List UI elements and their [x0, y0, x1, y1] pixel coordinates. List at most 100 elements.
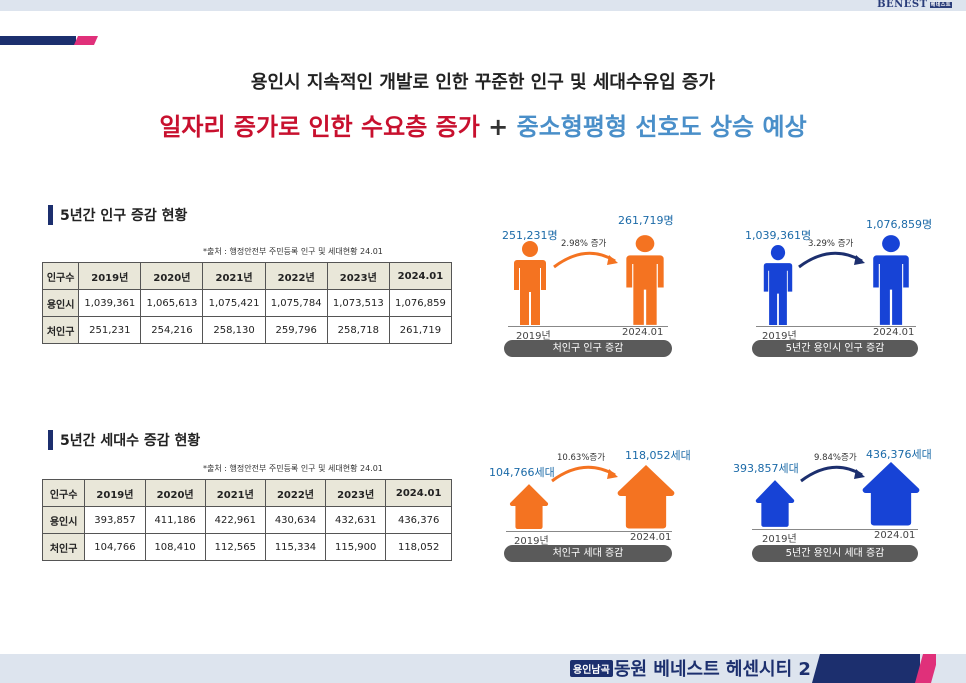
caption-pill: 5년간 용인시 세대 증감 [752, 545, 918, 562]
table-header: 인구수 [41, 262, 80, 290]
table-cell: 259,796 [264, 316, 328, 344]
table-header: 2023년 [326, 262, 390, 290]
ground-line [756, 326, 916, 327]
from-value: 393,857세대 [733, 462, 799, 475]
caption-pill: 5년간 용인시 인구 증감 [752, 340, 918, 357]
table-cell: 1,073,513 [326, 289, 390, 317]
table-header: 2021년 [202, 262, 266, 290]
headline-sub-red: 일자리 증가로 인한 수요층 증가 [159, 113, 480, 141]
growth-percent: 10.63%증가 [557, 453, 606, 463]
house-icon [862, 461, 920, 526]
year-end: 2024.01 [630, 532, 672, 543]
table-cell: 436,376 [385, 506, 452, 534]
person-icon [873, 235, 909, 325]
table-header: 2020년 [144, 479, 206, 507]
growth-percent: 9.84%증가 [814, 453, 857, 463]
from-value: 251,231명 [502, 229, 558, 242]
year-end: 2024.01 [873, 327, 915, 338]
from-value: 104,766세대 [489, 466, 555, 479]
year-start: 2019년 [514, 536, 549, 547]
table-header-row: 인구수 2019년 2020년 2021년 2022년 2023년 2024.0… [41, 262, 453, 290]
table-cell: 115,334 [264, 533, 327, 561]
year-start: 2019년 [762, 331, 797, 342]
table-cell: 108,410 [144, 533, 206, 561]
row-label: 용인시 [41, 289, 80, 317]
table-cell: 1,075,784 [264, 289, 328, 317]
table-cell: 1,075,421 [202, 289, 266, 317]
house-icon [617, 464, 675, 529]
headline-sub-plus: + [488, 113, 509, 141]
table-cell: 422,961 [204, 506, 266, 534]
accent-bar-pink [74, 36, 98, 45]
table-cell: 261,719 [388, 316, 453, 344]
person-icon [626, 235, 664, 325]
table-header: 2019년 [84, 479, 146, 507]
headline-sub-blue: 중소형평형 선호도 상승 예상 [516, 113, 807, 141]
table-cell: 104,766 [84, 533, 146, 561]
growth-arrow-icon [551, 465, 618, 483]
table-row: 용인시 1,039,361 1,065,613 1,075,421 1,075,… [41, 289, 453, 317]
accent-bar-navy [0, 36, 76, 45]
table-cell: 1,065,613 [140, 289, 204, 317]
population-table: 인구수 2019년 2020년 2021년 2022년 2023년 2024.0… [41, 262, 453, 344]
growth-percent: 2.98% 증가 [561, 239, 607, 249]
table-header: 2022년 [264, 479, 327, 507]
household-section-title: 5년간 세대수 증감 현황 [48, 430, 200, 450]
table-cell: 254,216 [140, 316, 204, 344]
population-section-title: 5년간 인구 증감 현황 [48, 205, 187, 225]
table-cell: 251,231 [78, 316, 142, 344]
caption-pill: 처인구 세대 증감 [504, 545, 672, 562]
headline-main: 용인시 지속적인 개발로 인한 꾸준한 인구 및 세대수유입 증가 [250, 72, 716, 93]
table-header: 2019년 [78, 262, 142, 290]
year-end: 2024.01 [622, 327, 664, 338]
footer-accent-navy [812, 654, 920, 683]
person-icon [514, 241, 546, 325]
footer-accent-end [936, 654, 966, 683]
table-cell: 432,631 [325, 506, 387, 534]
ground-line [506, 531, 672, 532]
growth-arrow-icon [798, 251, 865, 269]
table-cell: 411,186 [144, 506, 206, 534]
brand-logo: BENEST 베네스트 [877, 0, 952, 10]
household-table: 인구수 2019년 2020년 2021년 2022년 2023년 2024.0… [41, 479, 452, 561]
household-source: *출처 : 행정안전부 주민등록 인구 및 세대현황 24.01 [203, 464, 383, 473]
table-header: 2024.01 [388, 262, 453, 290]
ground-line [752, 529, 918, 530]
table-row: 처인구 251,231 254,216 258,130 259,796 258,… [41, 316, 453, 344]
table-header: 2022년 [264, 262, 328, 290]
from-value: 1,039,361명 [745, 229, 812, 242]
table-cell: 393,857 [84, 506, 146, 534]
to-value: 436,376세대 [866, 448, 932, 461]
population-source: *출처 : 행정안전부 주민등록 인구 및 세대현황 24.01 [203, 247, 383, 256]
table-cell: 430,634 [264, 506, 327, 534]
house-icon [509, 484, 549, 529]
ground-line [508, 326, 668, 327]
table-header-row: 인구수 2019년 2020년 2021년 2022년 2023년 2024.0… [41, 479, 452, 507]
table-cell: 118,052 [385, 533, 452, 561]
table-header: 2021년 [204, 479, 266, 507]
table-cell: 1,039,361 [78, 289, 142, 317]
caption-pill: 처인구 인구 증감 [504, 340, 672, 357]
table-row: 용인시 393,857 411,186 422,961 430,634 432,… [41, 506, 452, 534]
growth-arrow-icon [553, 251, 618, 269]
table-header: 2024.01 [385, 479, 452, 507]
table-header: 2023년 [325, 479, 387, 507]
year-start: 2019년 [762, 534, 797, 545]
table-cell: 115,900 [325, 533, 387, 561]
person-icon [763, 244, 793, 326]
year-end: 2024.01 [874, 530, 916, 541]
table-cell: 258,718 [326, 316, 390, 344]
table-cell: 258,130 [202, 316, 266, 344]
row-label: 용인시 [41, 506, 86, 534]
table-cell: 1,076,859 [388, 289, 453, 317]
footer-title: 동원 베네스트 헤센시티 2 [614, 659, 811, 680]
house-icon [755, 480, 795, 527]
to-value: 261,719명 [618, 214, 674, 227]
footer-bar [0, 654, 966, 683]
to-value: 1,076,859명 [866, 218, 933, 231]
table-header: 2020년 [140, 262, 204, 290]
year-start: 2019년 [516, 331, 551, 342]
table-row: 처인구 104,766 108,410 112,565 115,334 115,… [41, 533, 452, 561]
row-label: 처인구 [41, 533, 86, 561]
row-label: 처인구 [41, 316, 80, 344]
